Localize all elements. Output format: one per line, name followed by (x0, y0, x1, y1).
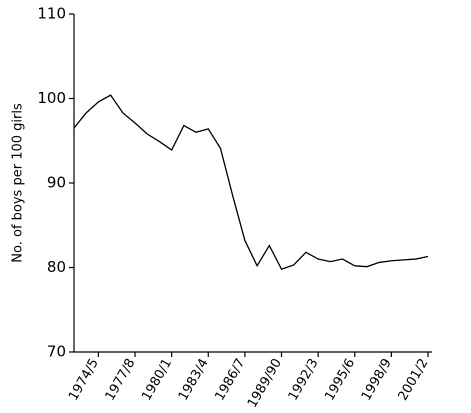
y-tick-label: 110 (37, 5, 66, 23)
x-tick-label: 1998/9 (359, 356, 395, 403)
x-tick-label: 1995/6 (322, 356, 358, 403)
y-tick-label: 90 (47, 174, 66, 192)
y-tick-label: 100 (37, 89, 66, 107)
x-tick-label: 2001/2 (396, 356, 432, 403)
y-tick-label: 80 (47, 258, 66, 276)
line (73, 94, 429, 270)
x-tick-label: 1977/8 (103, 356, 139, 403)
y-tick-label: 70 (47, 343, 66, 361)
x-tick-label: 1983/4 (176, 356, 212, 403)
x-tick-label: 1989/90 (245, 356, 285, 410)
x-tick-label: 1992/3 (286, 356, 322, 403)
x-tick-label: 1980/1 (139, 356, 175, 403)
x-tick-label: 1986/7 (213, 356, 249, 403)
x-tick-label: 1974/5 (66, 356, 102, 403)
y-axis-label: No. of boys per 100 girls (11, 103, 26, 263)
